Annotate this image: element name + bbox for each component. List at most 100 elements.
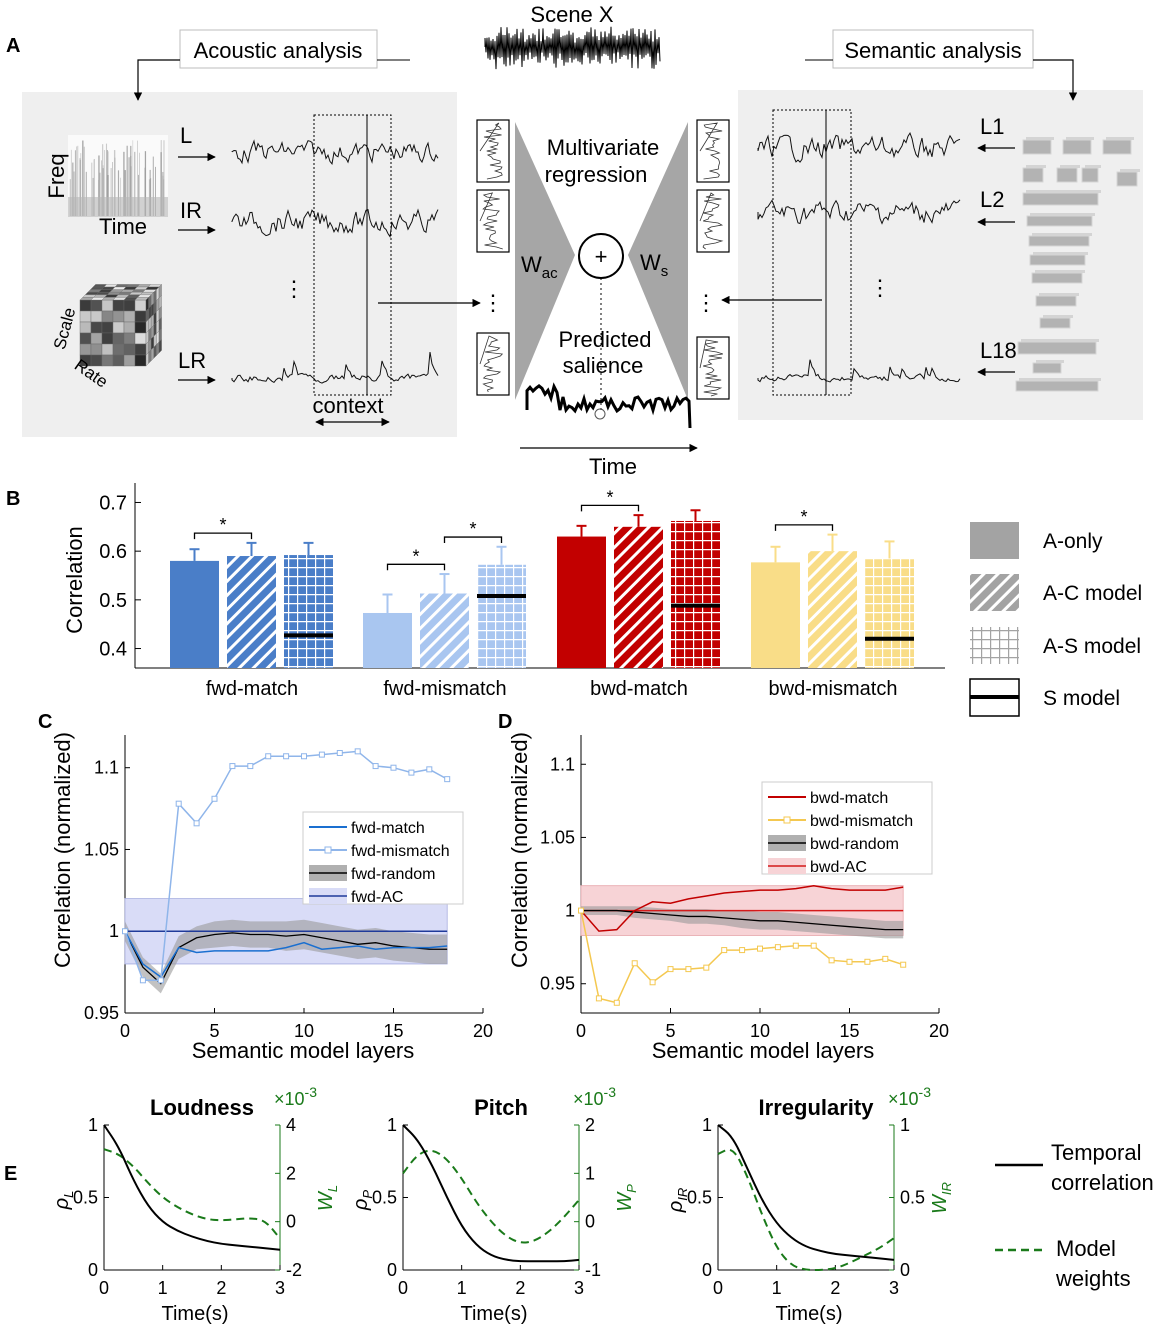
cnn-layer-top: [1120, 169, 1140, 172]
b-bar-A-only-bwd-mismatch: [751, 562, 800, 668]
b-bar-A-only-bwd-match: [557, 536, 606, 668]
e-weights-curve: [717, 1148, 895, 1272]
legend-temporal-2: correlation: [1051, 1170, 1154, 1195]
semantic-layer-traces: [757, 131, 961, 383]
cube-cell: [123, 332, 136, 345]
e-w-symbol: W: [315, 1190, 337, 1211]
cnn-layer-block: [1028, 235, 1090, 247]
cnn-layer-block: [1015, 380, 1099, 392]
b-significance-star: *: [412, 546, 419, 566]
panel-b-legend: A-only A-C model A-S model S model: [969, 522, 1142, 717]
cube-cell: [90, 299, 103, 312]
feature-label-lr: LR: [178, 348, 206, 373]
e-xlabel: Time(s): [161, 1303, 228, 1325]
e-exponent: ×10-3: [888, 1084, 931, 1109]
mismatch-marker: [810, 942, 817, 949]
mismatch-marker: [721, 947, 728, 954]
b-bar-A-only-fwd-mismatch: [363, 612, 412, 668]
x-tick-label: 5: [665, 1021, 675, 1041]
panel-b-bars: * * * * *: [170, 487, 914, 668]
panel-d: D Correlation (normalized) Semantic mode…: [498, 711, 949, 1063]
cnn-layer-block: [1056, 167, 1078, 183]
cube-cell: [134, 299, 147, 312]
mismatch-marker: [578, 907, 584, 914]
cnn-layer-top: [1085, 165, 1101, 168]
x-tick-label: 20: [473, 1021, 493, 1041]
mismatch-marker: [631, 960, 638, 967]
mismatch-marker: [175, 800, 182, 807]
e-right-tick-label: 0.5: [900, 1188, 925, 1208]
e-x-tick-label: 0: [713, 1278, 723, 1298]
cnn-layer-block: [1102, 139, 1132, 155]
mismatch-marker: [792, 942, 799, 949]
b-y-tick-label: 0.6: [99, 541, 127, 563]
cube-cell: [123, 354, 136, 367]
random-line: [581, 909, 904, 931]
cube-cell: [101, 321, 114, 334]
e-exponent-power: -3: [305, 1084, 318, 1100]
cube-side-cell: [158, 339, 162, 354]
e-right-tick-label: 2: [286, 1163, 296, 1183]
spectrogram-lowband: [68, 197, 168, 217]
x-tick-label: 0: [576, 1021, 586, 1041]
thumbnail-box: [476, 189, 510, 253]
cnn-layer-top: [1036, 360, 1064, 363]
acoustic-dots: ⋮: [283, 276, 305, 301]
mismatch-marker: [301, 753, 307, 760]
mismatch-marker: [739, 947, 746, 954]
e-exponent-base: ×10: [573, 1089, 604, 1109]
e-w-label: WL: [315, 1185, 340, 1211]
b-y-tick-label: 0.5: [99, 590, 127, 612]
b-bar-A-only-fwd-match: [170, 560, 219, 668]
cnn-layer-block: [1017, 341, 1097, 355]
w-ac-symbol: W: [521, 252, 542, 277]
match-line: [580, 884, 904, 932]
mismatch-marker: [444, 776, 451, 783]
context-window: [313, 114, 392, 396]
e-y-tick-label: 0: [387, 1260, 397, 1280]
y-tick-label: 0.95: [540, 974, 575, 994]
e-right-tick-label: 0: [286, 1212, 296, 1232]
semantic-analysis-label: Semantic analysis: [844, 38, 1021, 63]
acoustic-weight-wedge: [515, 122, 575, 400]
cnn-layer-top: [1060, 165, 1080, 168]
mismatch-marker: [211, 795, 218, 802]
mismatch-marker: [774, 944, 781, 951]
acoustic-analysis-label: Acoustic analysis: [194, 38, 363, 63]
cnn-layer-block: [1035, 295, 1077, 307]
scene-waveform: [484, 26, 661, 70]
e-rho-sub: IR: [675, 1188, 690, 1201]
cnn-layer-block: [1026, 215, 1093, 227]
mismatch-marker: [900, 961, 907, 968]
cube-cell: [101, 310, 114, 323]
b-bar-A-C model-fwd-mismatch: [420, 593, 469, 668]
legend-label: bwd-random: [810, 836, 899, 853]
mismatch-marker: [390, 764, 397, 771]
predicted-salience-line: [525, 382, 692, 429]
thumbnail-trace: [699, 339, 724, 397]
legend-model-1: Model: [1056, 1236, 1116, 1261]
mismatch-marker: [595, 995, 602, 1002]
mismatch-marker: [336, 749, 343, 756]
trace-layer-2: [757, 199, 961, 225]
mismatch-marker: [426, 766, 433, 773]
e-rho-symbol: ρ: [51, 1198, 73, 1210]
cnn-layer-top: [1026, 190, 1101, 193]
predicted-time-label: Time: [589, 454, 637, 479]
semantic-context-window: [772, 109, 852, 396]
cube-side-cell: [156, 341, 160, 356]
cube-cell: [79, 321, 92, 334]
e-x-tick-label: 3: [574, 1278, 584, 1298]
b-bar-A-S model-fwd-match: [284, 555, 333, 668]
b-category-label: bwd-match: [590, 678, 688, 700]
thumbnail-trace: [699, 192, 724, 250]
e-rho-label: ρIR: [665, 1188, 690, 1213]
scene-waveform-line: [484, 26, 661, 70]
b-legend-swatch: [970, 522, 1019, 559]
e-x-tick-label: 3: [889, 1278, 899, 1298]
b-legend-swatch: [970, 627, 1019, 664]
e-w-label: WP: [614, 1184, 639, 1212]
e-right-tick-label: 1: [900, 1115, 910, 1135]
